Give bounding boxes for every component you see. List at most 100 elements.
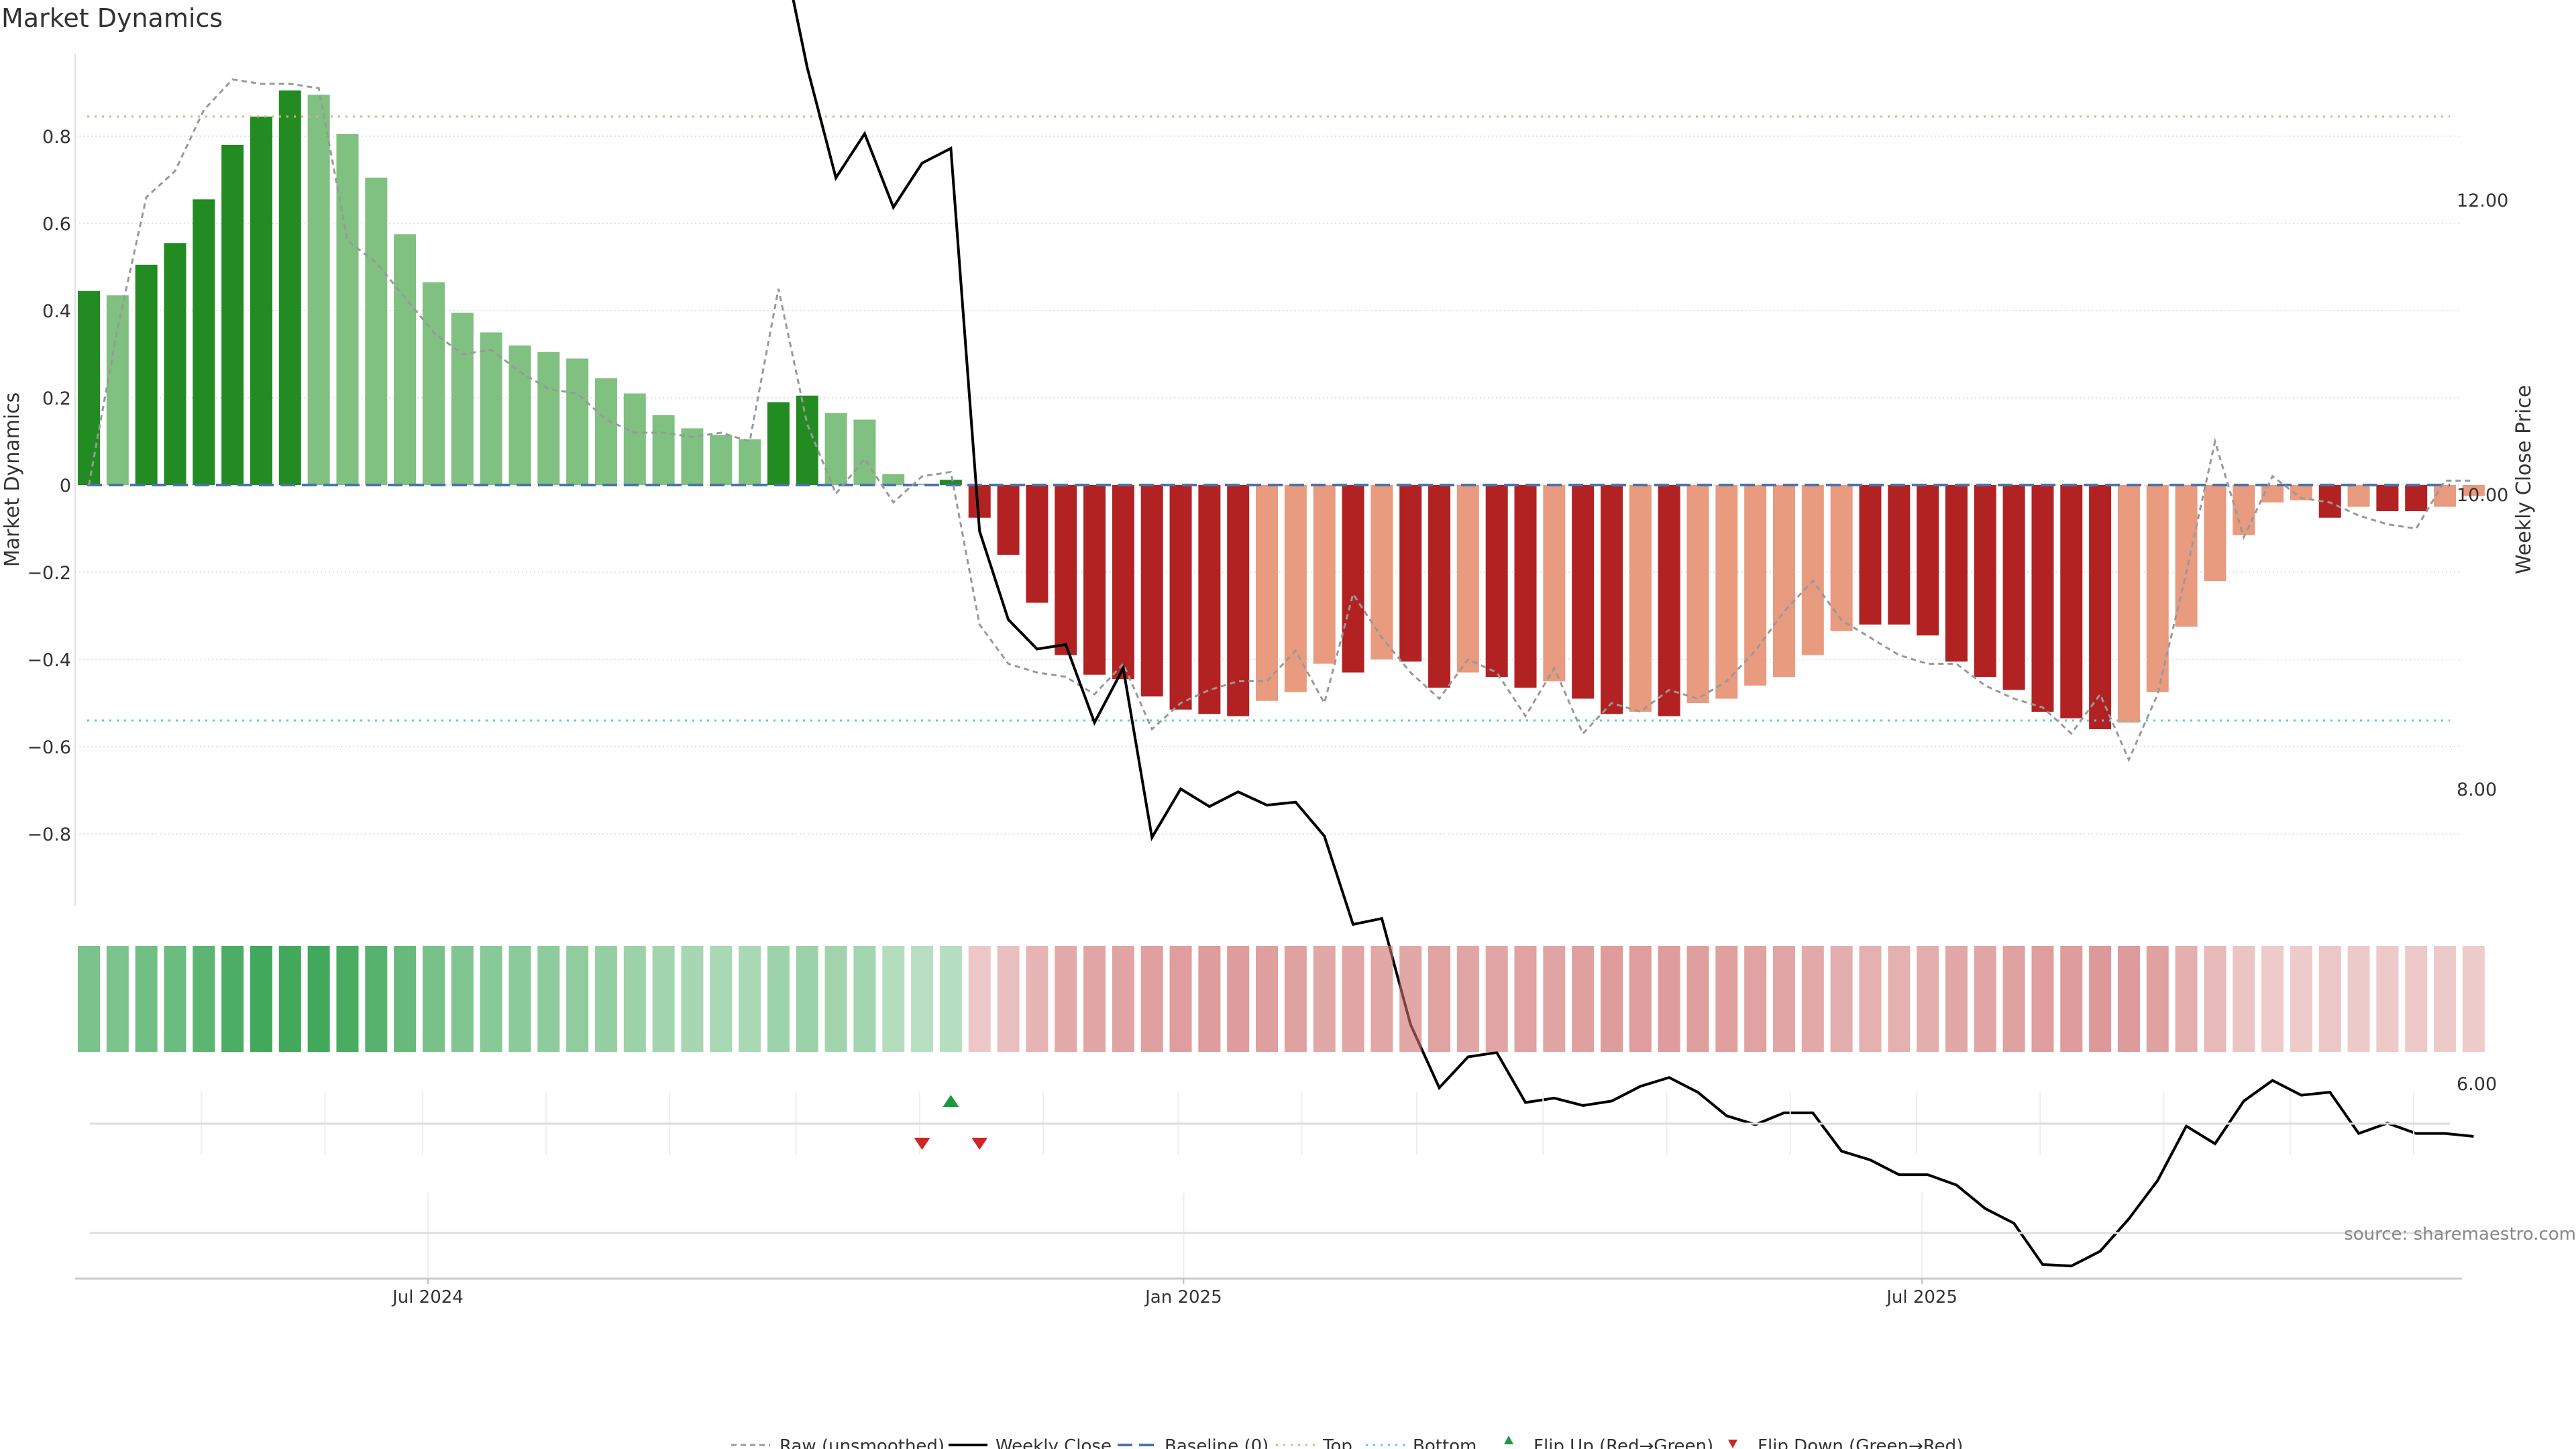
legend-flip-up-label: Flip Up (Red→Green) [1534,1436,1713,1449]
strip-cell [594,946,617,1052]
strip-cell [2376,946,2399,1052]
bar [1772,485,1795,677]
bar [164,243,186,485]
strip-cell [508,946,531,1052]
bar [1026,485,1049,603]
bar [2376,485,2399,511]
legend-raw-label: Raw (unsmoothed) [780,1436,945,1449]
legend-flip-up-icon [1504,1436,1513,1444]
bar [2146,485,2169,692]
strip-cell [2434,946,2457,1052]
strip-cell [1686,946,1709,1052]
bar [1686,485,1709,703]
bar [1974,485,1996,677]
bar [1256,485,1279,701]
y-tick-label-left: −0.8 [27,824,71,845]
bar [1945,485,1968,662]
bar [1371,485,1393,659]
bar [911,484,934,485]
x-axis-ticks: Jul 2024 Jan 2025 Jul 2025 [391,1279,1957,1307]
x-tick-label: Jul 2025 [1885,1287,1957,1307]
bar [394,234,417,485]
y-tick-label-right: 6.00 [2457,1074,2497,1095]
y-tick-label-left: 0.2 [42,388,71,409]
bar [1715,485,1738,699]
strip-cell [1456,946,1479,1052]
strip-cell [997,946,1020,1052]
strip-cell [1055,946,1077,1052]
strip-cell [1772,946,1795,1052]
bar [824,413,847,485]
legend-flip-down-icon [1728,1440,1737,1448]
bar [1428,485,1451,688]
bar [78,290,100,485]
bar [2089,485,2112,729]
strip-cell [1026,946,1049,1052]
bar [1313,485,1336,664]
strip-cell [1715,946,1738,1052]
strip-cell [2117,946,2140,1052]
strip-cell [164,946,186,1052]
bars-group [78,90,2485,729]
strip-cell [1112,946,1134,1052]
strip-cell [336,946,359,1052]
strip-cell [681,946,704,1052]
strip-cell [882,946,905,1052]
strip-cell [394,946,417,1052]
bar [508,345,531,485]
strip-cell [451,946,474,1052]
strip-cell [1284,946,1307,1052]
strip-cell [1371,946,1393,1052]
bar [451,313,474,485]
strip-cell [2405,946,2428,1052]
bar [1342,485,1364,673]
strip-cell [1514,946,1537,1052]
bar [1083,485,1106,675]
strip-cell [278,946,301,1052]
bar [1888,485,1911,625]
bar [594,378,617,485]
legend-baseline-label: Baseline (0) [1165,1436,1269,1449]
weekly-close-line [792,0,2474,1268]
bar [1198,485,1221,714]
bar [422,282,445,485]
bar [767,402,790,485]
strip-cell [1974,946,1996,1052]
bar [1629,485,1652,712]
flip-down-marker [914,1138,930,1150]
bar [1543,485,1566,682]
strip-cell [1399,946,1422,1052]
flip-markers-panel [90,1092,2450,1155]
bar [796,395,818,485]
legend-close-label: Weekly Close [996,1436,1112,1449]
strip-cell [221,946,244,1052]
bar [710,435,733,485]
bar [882,474,905,485]
bar [1600,485,1623,714]
strip-cell [1428,946,1451,1052]
y-tick-label-left: −0.2 [27,563,71,584]
strip-cell [710,946,733,1052]
strip-cell [939,946,962,1052]
strip-cell [911,946,934,1052]
bar [2405,485,2428,511]
bar [1514,485,1537,688]
y-tick-label-right: 10.00 [2457,485,2508,506]
bar [2175,485,2198,627]
y-tick-label-left: 0.6 [42,214,71,235]
bar [1801,485,1824,655]
strip-cell [566,946,589,1052]
strip-cell [1140,946,1163,1052]
legend: Raw (unsmoothed) Weekly Close Baseline (… [731,1436,1963,1449]
bar [968,485,991,518]
strip-cell [537,946,560,1052]
bar [1399,485,1422,662]
flip-up-marker [943,1095,959,1107]
chart-title: Market Dynamics [1,3,223,33]
flip-markers [914,1095,988,1150]
strip-cell [1859,946,1882,1052]
strip-cell [1485,946,1508,1052]
strip-cell [652,946,675,1052]
strip-cell [2031,946,2054,1052]
